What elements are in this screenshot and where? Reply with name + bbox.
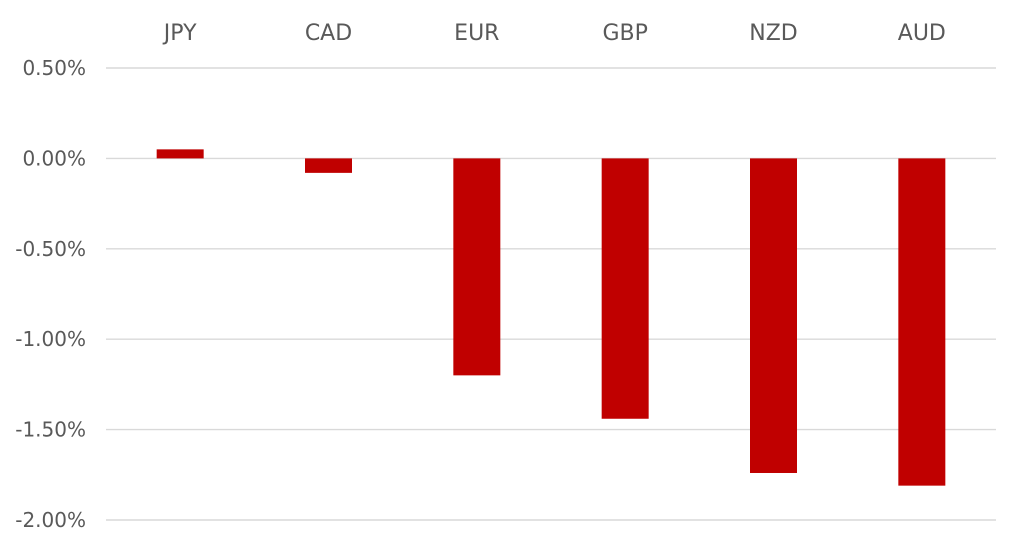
x-tick-label: GBP <box>602 21 647 46</box>
x-tick-label: EUR <box>454 21 499 46</box>
bars <box>156 149 946 486</box>
bar-cad <box>305 158 352 173</box>
gridlines <box>106 67 996 521</box>
y-tick-label: -0.50% <box>15 237 86 261</box>
bar-aud <box>898 158 946 486</box>
x-tick-label: NZD <box>749 21 797 46</box>
y-tick-label: -1.50% <box>15 418 86 442</box>
y-tick-label: 0.50% <box>22 56 86 80</box>
x-tick-label: CAD <box>305 21 352 46</box>
y-tick-label: -2.00% <box>15 508 86 532</box>
bar-jpy <box>156 149 204 159</box>
x-tick-label: AUD <box>898 21 946 46</box>
x-axis: JPY CAD EUR GBP NZD AUD <box>162 21 946 46</box>
bar-eur <box>453 158 501 376</box>
y-axis: 0.50% 0.00% -0.50% -1.00% -1.50% -2.00% <box>15 56 86 532</box>
y-tick-label: -1.00% <box>15 327 86 351</box>
y-tick-label: 0.00% <box>22 146 86 170</box>
bar-gbp <box>601 158 649 419</box>
bar-nzd <box>750 158 797 473</box>
x-tick-label: JPY <box>162 21 197 46</box>
